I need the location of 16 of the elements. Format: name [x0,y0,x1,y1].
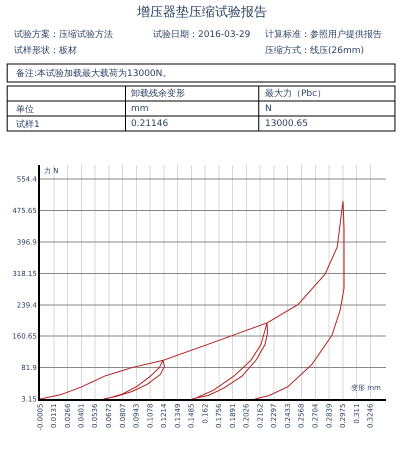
text: 单位 [16,104,34,115]
text: 试验日期：2016-03-29 [153,29,251,40]
text: mm [131,104,149,114]
text: 0.21146 [131,119,168,129]
text: 13000.65 [265,119,308,129]
text: N [265,104,272,114]
text: 最大力（Pbc） [265,88,326,99]
chart-title: 增压器垫压缩试验报告 [136,5,267,20]
line-series [40,200,345,399]
text: 试样1 [16,119,40,130]
text: 试验方案：压缩试验方法 [14,29,113,40]
text: 计算标准：参照用户提供报告 [265,29,382,40]
text: 压缩方式：线压(26mm) [265,45,364,56]
text: 卸载残余变形 [131,88,185,99]
text: 试样形状：板材 [14,45,77,56]
text: 备注:本试验加载最大载荷为13000N。 [16,68,172,79]
